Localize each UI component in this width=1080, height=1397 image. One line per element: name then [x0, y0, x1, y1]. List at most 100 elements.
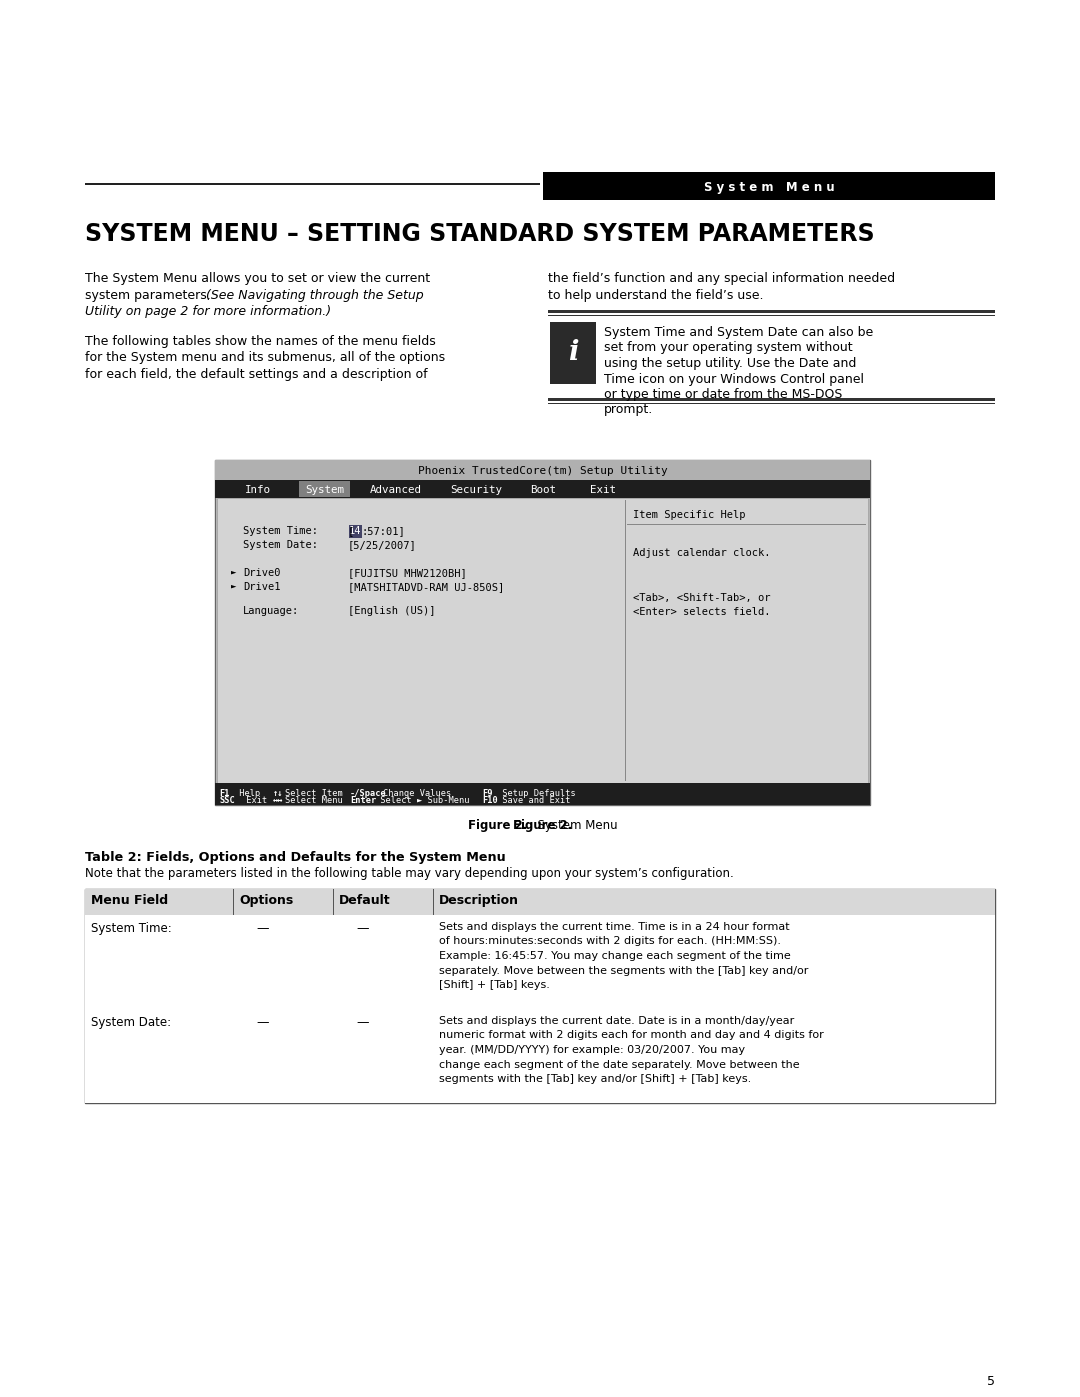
Text: —: —	[356, 1016, 369, 1030]
Text: F9: F9	[482, 789, 492, 798]
Text: :57:01]: :57:01]	[362, 527, 406, 536]
Text: S y s t e m   M e n u: S y s t e m M e n u	[704, 180, 835, 194]
Text: Select Item: Select Item	[285, 789, 342, 798]
Text: <Tab>, <Shift-Tab>, or: <Tab>, <Shift-Tab>, or	[633, 592, 770, 604]
Text: separately. Move between the segments with the [Tab] key and/or: separately. Move between the segments wi…	[438, 965, 808, 975]
Text: using the setup utility. Use the Date and: using the setup utility. Use the Date an…	[604, 358, 856, 370]
Text: Select ► Sub-Menu: Select ► Sub-Menu	[375, 796, 470, 805]
Text: [Shift] + [Tab] keys.: [Shift] + [Tab] keys.	[438, 981, 550, 990]
Bar	[543, 172, 995, 200]
Text: set from your operating system without: set from your operating system without	[604, 341, 852, 355]
Text: Enter: Enter	[350, 796, 376, 805]
Text: prompt.: prompt.	[604, 404, 653, 416]
Text: Time icon on your Windows Control panel: Time icon on your Windows Control panel	[604, 373, 864, 386]
Bar	[215, 460, 870, 481]
Text: System Date:: System Date:	[243, 541, 318, 550]
Text: ↑↓: ↑↓	[273, 789, 283, 798]
Text: System: System	[305, 485, 345, 495]
Text: ↔↔: ↔↔	[273, 796, 283, 805]
Bar	[85, 1009, 995, 1104]
Text: Figure 2.: Figure 2.	[468, 819, 527, 833]
Text: Note that the parameters listed in the following table may vary depending upon y: Note that the parameters listed in the f…	[85, 868, 733, 880]
Text: F10: F10	[482, 796, 498, 805]
Text: The following tables show the names of the menu fields: The following tables show the names of t…	[85, 335, 435, 348]
Text: the field’s function and any special information needed: the field’s function and any special inf…	[548, 272, 895, 285]
Text: Sets and displays the current date. Date is in a month/day/year: Sets and displays the current date. Date…	[438, 1016, 794, 1025]
Text: System Time and System Date can also be: System Time and System Date can also be	[604, 326, 874, 339]
Text: ►: ►	[231, 583, 237, 591]
Text: Table 2: Fields, Options and Defaults for the System Menu: Table 2: Fields, Options and Defaults fo…	[85, 851, 505, 863]
Text: [MATSHITADVD-RAM UJ-850S]: [MATSHITADVD-RAM UJ-850S]	[348, 583, 504, 592]
Bar	[548, 398, 995, 401]
Text: Sets and displays the current time. Time is in a 24 hour format: Sets and displays the current time. Time…	[438, 922, 789, 932]
Text: Help: Help	[234, 789, 260, 798]
Bar	[85, 183, 540, 184]
Text: Example: 16:45:57. You may change each segment of the time: Example: 16:45:57. You may change each s…	[438, 951, 791, 961]
Bar	[548, 310, 995, 313]
Text: The System Menu allows you to set or view the current: The System Menu allows you to set or vie…	[85, 272, 430, 285]
Text: [FUJITSU MHW2120BH]: [FUJITSU MHW2120BH]	[348, 569, 467, 578]
Text: System Menu: System Menu	[529, 819, 617, 833]
Text: [5/25/2007]: [5/25/2007]	[348, 541, 417, 550]
Text: Exit: Exit	[590, 485, 616, 495]
Text: Description: Description	[438, 894, 519, 907]
Text: or type time or date from the MS-DOS: or type time or date from the MS-DOS	[604, 388, 842, 401]
Bar	[215, 481, 870, 497]
Text: System Date:: System Date:	[91, 1016, 171, 1030]
Text: for each field, the default settings and a description of: for each field, the default settings and…	[85, 367, 428, 381]
Bar	[217, 497, 868, 782]
Text: [English (US)]: [English (US)]	[348, 606, 435, 616]
Text: System Time:: System Time:	[91, 922, 172, 935]
Text: —: —	[257, 922, 269, 935]
Text: —: —	[356, 922, 369, 935]
Text: Item Specific Help: Item Specific Help	[633, 510, 745, 520]
Text: to help understand the field’s use.: to help understand the field’s use.	[548, 289, 764, 302]
Text: SYSTEM MENU – SETTING STANDARD SYSTEM PARAMETERS: SYSTEM MENU – SETTING STANDARD SYSTEM PA…	[85, 222, 875, 246]
Text: Security: Security	[450, 485, 502, 495]
Text: [: [	[348, 527, 354, 536]
Text: Menu Field: Menu Field	[91, 894, 168, 907]
Text: Info: Info	[245, 485, 271, 495]
Text: 5: 5	[987, 1375, 995, 1389]
Text: segments with the [Tab] key and/or [Shift] + [Tab] keys.: segments with the [Tab] key and/or [Shif…	[438, 1074, 752, 1084]
Bar	[349, 525, 362, 538]
Text: of hours:minutes:seconds with 2 digits for each. (HH:MM:SS).: of hours:minutes:seconds with 2 digits f…	[438, 936, 781, 947]
Text: -/Space: -/Space	[350, 789, 387, 798]
Text: Language:: Language:	[243, 606, 299, 616]
Text: Phoenix TrustedCore(tm) Setup Utility: Phoenix TrustedCore(tm) Setup Utility	[418, 467, 667, 476]
Text: system parameters.: system parameters.	[85, 289, 215, 302]
Text: ►: ►	[231, 569, 237, 577]
Text: 14: 14	[349, 527, 362, 536]
Text: Select Menu: Select Menu	[285, 796, 342, 805]
Bar	[299, 481, 350, 497]
Text: i: i	[568, 339, 578, 366]
Text: <Enter> selects field.: <Enter> selects field.	[633, 608, 770, 617]
Bar	[85, 915, 995, 1009]
Text: year. (MM/DD/YYYY) for example: 03/20/2007. You may: year. (MM/DD/YYYY) for example: 03/20/20…	[438, 1045, 745, 1055]
Text: Drive1: Drive1	[243, 583, 281, 592]
Text: SSC: SSC	[219, 796, 234, 805]
Text: Save and Exit: Save and Exit	[497, 796, 570, 805]
Text: for the System menu and its submenus, all of the options: for the System menu and its submenus, al…	[85, 351, 445, 365]
Text: Figure 2.: Figure 2.	[513, 819, 572, 833]
Text: System Time:: System Time:	[243, 527, 318, 536]
Text: Advanced: Advanced	[370, 485, 422, 495]
Bar	[215, 782, 870, 805]
Text: Utility on page 2 for more information.): Utility on page 2 for more information.)	[85, 305, 332, 319]
Text: (See Navigating through the Setup: (See Navigating through the Setup	[206, 289, 423, 302]
Text: Drive0: Drive0	[243, 569, 281, 578]
Bar	[85, 888, 995, 1104]
Bar	[215, 460, 870, 805]
Text: Change Values: Change Values	[383, 789, 451, 798]
Text: numeric format with 2 digits each for month and day and 4 digits for: numeric format with 2 digits each for mo…	[438, 1031, 824, 1041]
Bar	[550, 321, 596, 384]
Text: Default: Default	[339, 894, 391, 907]
Text: Setup Defaults: Setup Defaults	[497, 789, 576, 798]
Bar	[85, 888, 995, 915]
Text: —: —	[257, 1016, 269, 1030]
Text: F1: F1	[219, 789, 229, 798]
Text: Exit: Exit	[241, 796, 267, 805]
Text: Boot: Boot	[530, 485, 556, 495]
Text: Adjust calendar clock.: Adjust calendar clock.	[633, 548, 770, 557]
Text: change each segment of the date separately. Move between the: change each segment of the date separate…	[438, 1059, 799, 1070]
